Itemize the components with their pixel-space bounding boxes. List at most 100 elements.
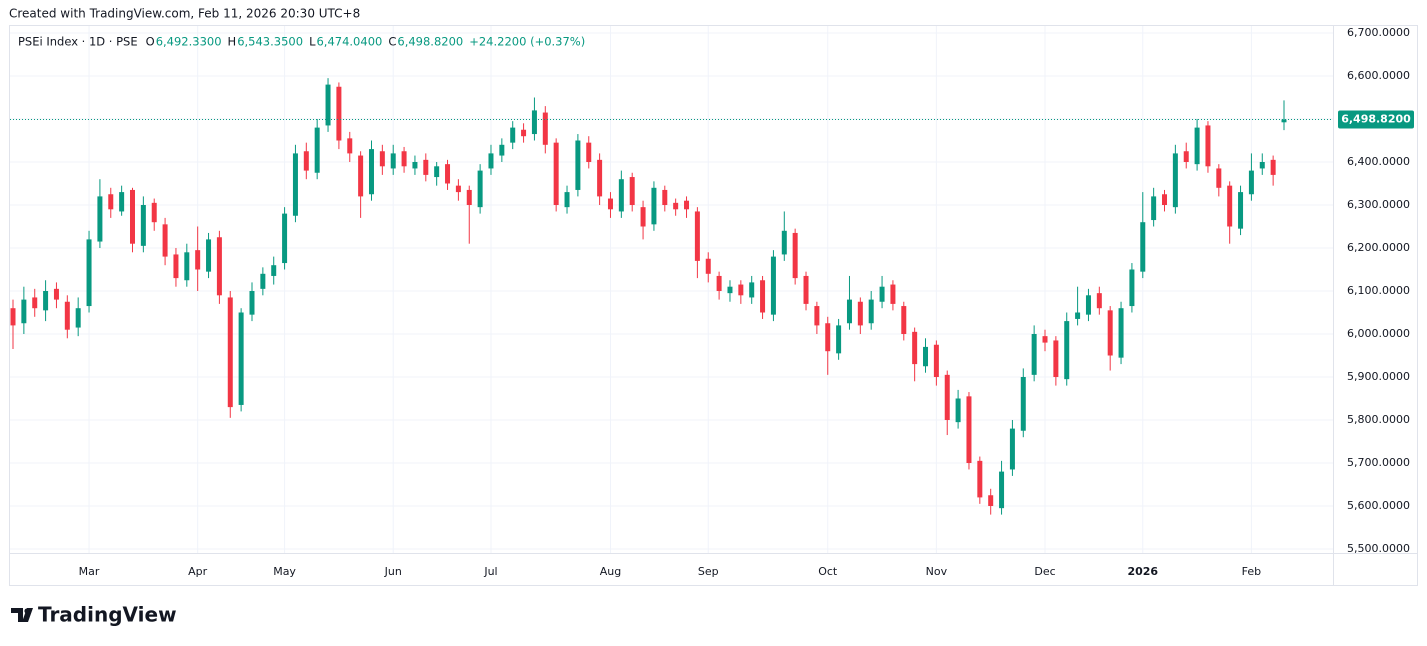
- y-tick-label: 5,800.0000: [1347, 413, 1410, 426]
- candle-body: [216, 237, 222, 296]
- candle-body: [445, 164, 451, 184]
- candle-body: [260, 273, 266, 289]
- candle-body: [955, 398, 961, 423]
- candle-body: [760, 280, 766, 313]
- y-tick-label: 5,700.0000: [1347, 456, 1410, 469]
- candle-body: [803, 275, 809, 304]
- candle-body: [836, 325, 842, 354]
- candle-body: [477, 170, 483, 208]
- x-tick-label: Dec: [1034, 565, 1055, 578]
- candle-body: [781, 230, 787, 255]
- candle-body: [977, 460, 983, 498]
- candle-body: [1064, 321, 1070, 380]
- candle-body: [1140, 222, 1146, 272]
- candle-body: [21, 299, 27, 324]
- legend-value: 6,543.3500: [237, 35, 303, 49]
- candle-body: [510, 127, 516, 143]
- y-tick-label: 6,000.0000: [1347, 327, 1410, 340]
- candle-body: [694, 211, 700, 261]
- candle-body: [43, 291, 49, 311]
- candle-body: [1118, 308, 1124, 358]
- last-price-label: 6,498.8200: [1341, 113, 1411, 126]
- candle-body: [379, 151, 385, 167]
- credit: Created with TradingView.com, Feb 11, 20…: [9, 7, 360, 21]
- candle-body: [238, 312, 244, 405]
- candle-body: [607, 198, 613, 210]
- candle-body: [173, 254, 179, 279]
- candle-body: [271, 265, 277, 276]
- candle-body: [336, 86, 342, 141]
- x-tick-label: Nov: [926, 565, 948, 578]
- x-tick-label: Aug: [600, 565, 621, 578]
- candle-body: [629, 177, 635, 205]
- candle-body: [195, 250, 201, 270]
- symbol: PSEi Index · 1D · PSE: [18, 35, 138, 49]
- x-tick-label: Sep: [698, 565, 719, 578]
- candle-body: [662, 189, 668, 205]
- candle-body: [597, 159, 603, 197]
- x-tick-label: Jul: [483, 565, 497, 578]
- legend-key: O: [146, 35, 155, 49]
- y-tick-label: 6,600.0000: [1347, 69, 1410, 82]
- candle-body: [32, 297, 38, 309]
- candle-body: [53, 288, 59, 300]
- candle-body: [412, 162, 418, 169]
- x-tick-label: Feb: [1242, 565, 1261, 578]
- last-price-badge: [1338, 110, 1414, 129]
- candle-body: [1205, 125, 1211, 167]
- candle-body: [1194, 127, 1200, 165]
- candle-body: [401, 151, 407, 167]
- candle-body: [368, 149, 374, 195]
- candle-body: [521, 129, 527, 137]
- candle-body: [673, 202, 679, 210]
- y-tick-label: 6,300.0000: [1347, 198, 1410, 211]
- candle-body: [75, 308, 81, 328]
- candle-body: [770, 256, 776, 315]
- change: +24.2200 (+0.37%): [469, 35, 585, 49]
- candle-body: [1172, 153, 1178, 208]
- candle-body: [727, 286, 733, 294]
- brand-logo: TradingView: [11, 603, 177, 627]
- candle-body: [542, 112, 548, 145]
- candle-body: [206, 239, 212, 272]
- y-tick-label: 6,400.0000: [1347, 155, 1410, 168]
- candle-body: [466, 189, 472, 205]
- candle-body: [97, 196, 103, 242]
- candle-body: [966, 396, 972, 463]
- candle-body: [553, 142, 559, 205]
- candle-body: [575, 140, 581, 190]
- legend-key: H: [228, 35, 237, 49]
- candle-body: [499, 144, 505, 156]
- candle-body: [923, 346, 929, 367]
- candle-body: [825, 323, 831, 352]
- candle-body: [292, 153, 298, 216]
- candle-body: [347, 138, 353, 154]
- candle-body: [249, 291, 255, 315]
- candle-body: [1053, 340, 1059, 377]
- candle-body: [86, 239, 92, 307]
- candle-body: [314, 127, 320, 173]
- candle-body: [162, 224, 168, 257]
- candle-body: [531, 110, 537, 135]
- candle-body: [586, 142, 592, 162]
- candle-body: [151, 202, 157, 223]
- candle-body: [325, 84, 331, 126]
- candle-body: [423, 159, 429, 175]
- axes: 5,500.0000 5,600.0000 5,700.0000 5,800.0000…: [10, 26, 1414, 578]
- candle-body: [10, 308, 16, 326]
- candle-body: [944, 374, 950, 420]
- candle-body: [1085, 295, 1091, 315]
- candle-body: [912, 331, 918, 365]
- candle-body: [564, 192, 570, 208]
- candle-body: [434, 166, 440, 178]
- y-tick-label: 5,500.0000: [1347, 542, 1410, 555]
- y-tick-label: 5,600.0000: [1347, 499, 1410, 512]
- candle-body: [814, 306, 820, 326]
- candle-body: [988, 495, 994, 506]
- brand: TradingView: [38, 603, 177, 627]
- candles: [10, 78, 1287, 515]
- candle-body: [303, 151, 309, 171]
- x-tick-label: Oct: [818, 565, 838, 578]
- candle-body: [640, 207, 646, 227]
